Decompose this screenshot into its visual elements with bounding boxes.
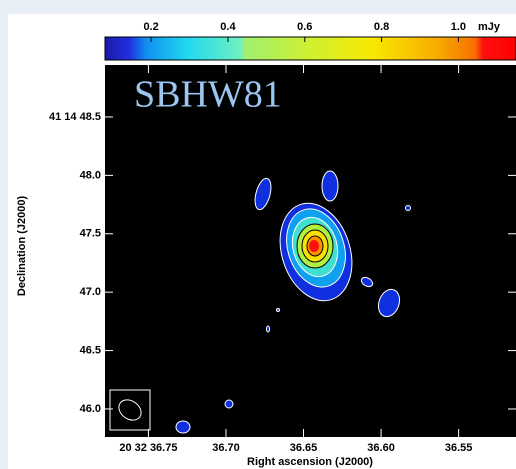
y-tick-label: 46.0 bbox=[80, 403, 101, 415]
colorbar-tick-label: 1.0 bbox=[451, 21, 466, 33]
y-tick-label: 47.0 bbox=[80, 286, 101, 298]
x-tick-label: 36.65 bbox=[290, 442, 318, 454]
x-tick-label: 36.60 bbox=[367, 442, 395, 454]
colorbar-tick-label: 0.6 bbox=[297, 21, 312, 33]
beam bbox=[118, 399, 142, 421]
x-tick-label: 36.55 bbox=[445, 442, 473, 454]
colorbar-tick-label: 0.2 bbox=[143, 21, 158, 33]
y-tick-label: 48.0 bbox=[80, 169, 101, 181]
colorbar-tick-label: 0.8 bbox=[374, 21, 389, 33]
x-tick-label: 36.70 bbox=[212, 442, 240, 454]
y-tick-label: 41 14 48.5 bbox=[49, 111, 101, 123]
colorbar bbox=[104, 36, 516, 61]
chart-title: SBHW81 bbox=[134, 74, 282, 116]
y-tick-label: 46.5 bbox=[80, 344, 101, 356]
y-tick-label: 47.5 bbox=[80, 228, 101, 240]
source bbox=[175, 170, 411, 434]
y-axis-label: Declination (J2000) bbox=[16, 196, 28, 297]
colorbar-unit: mJy bbox=[478, 21, 501, 33]
colorbar-tick-label: 0.4 bbox=[220, 21, 236, 33]
x-axis-label: Right ascension (J2000) bbox=[247, 456, 373, 468]
x-tick-label: 20 32 36.75 bbox=[119, 442, 177, 454]
beam-box bbox=[109, 389, 151, 431]
